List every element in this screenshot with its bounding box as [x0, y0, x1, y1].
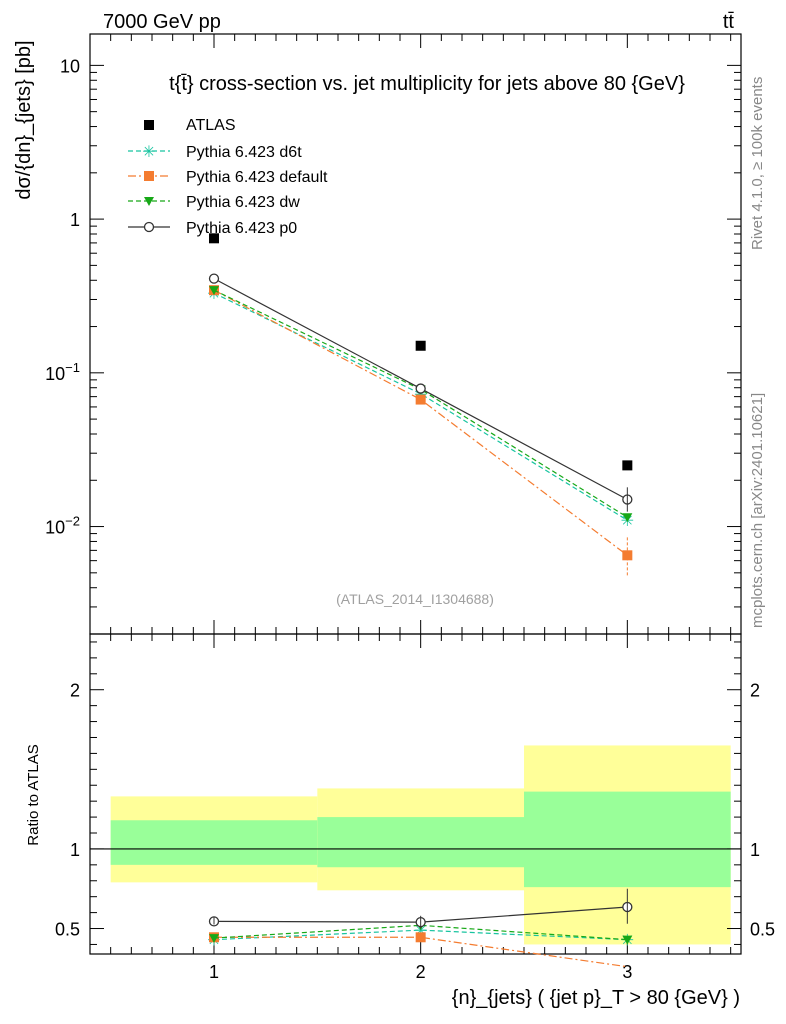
legend-item-atlas: ATLAS — [144, 117, 236, 134]
band-inner-0 — [110, 820, 318, 865]
legend: ATLAS ✳ Pythia 6.423 d6t Pythia 6.423 de… — [128, 117, 328, 237]
point-p0-1 — [208, 273, 220, 284]
ratio-series: ✳✳✳ — [207, 888, 634, 968]
ratio-point-dw-1 — [209, 934, 219, 944]
mcplots-label: mcplots.cern.ch [arXiv:2401.10621] — [749, 393, 766, 628]
legend-marker-dw — [144, 197, 154, 206]
main-ylabel: dσ/{dn}_{jets} [pb] — [13, 40, 35, 199]
legend-label-default: Pythia 6.423 default — [186, 169, 328, 186]
ratio-bands — [90, 745, 741, 945]
legend-item-dw: Pythia 6.423 dw — [128, 194, 300, 211]
ratio-ylabel: Ratio to ATLAS — [25, 744, 42, 845]
legend-label-p0: Pythia 6.423 p0 — [186, 220, 297, 237]
legend-label-dw: Pythia 6.423 dw — [186, 194, 300, 211]
legend-marker-p0 — [143, 221, 155, 233]
ratio-plot-frame — [89, 633, 742, 955]
ratio-line-dw — [213, 924, 628, 941]
chart-title: t{t̄} cross-section vs. jet multiplicity… — [169, 73, 685, 95]
ratio-point-default-2 — [415, 932, 426, 943]
process-label: tt̄ — [723, 11, 735, 33]
ratio-y-tick-label-right: 1 — [750, 840, 760, 860]
legend-label-d6t: Pythia 6.423 d6t — [186, 144, 302, 161]
ratio-y-tick-label: 2 — [70, 681, 80, 701]
legend-item-d6t: ✳ Pythia 6.423 d6t — [128, 142, 302, 161]
y-tick-label: 1 — [70, 210, 80, 230]
ratio-y-tick-label-right: 2 — [750, 681, 760, 701]
series-line-default — [213, 289, 628, 556]
legend-item-default: Pythia 6.423 default — [128, 169, 328, 186]
band-inner-2 — [524, 791, 731, 888]
ratio-point-dw-3 — [622, 935, 633, 945]
series-line-dw — [213, 289, 628, 518]
point-p0-2 — [415, 383, 426, 394]
point-atlas-2 — [415, 340, 426, 351]
legend-marker-d6t: ✳ — [142, 142, 155, 161]
main-series: ✳✳✳ — [207, 233, 634, 577]
ratio-line-default — [214, 936, 628, 968]
legend-marker-atlas — [144, 120, 154, 130]
point-atlas-3 — [622, 460, 633, 471]
ratio-line-d6t — [213, 929, 628, 941]
x-tick-label: 1 — [209, 962, 219, 982]
x-axis-label: {n}_{jets} ( {jet p}_T > 80 {GeV} ) — [452, 987, 740, 1009]
ratio-y-tick-label: 0.5 — [55, 920, 80, 940]
point-dw-3 — [622, 513, 633, 523]
ratio-y-tick-label-right: 0.5 — [750, 920, 775, 940]
y-tick-label: 10−2 — [45, 514, 80, 538]
point-atlas-1 — [209, 233, 219, 244]
x-tick-label: 3 — [622, 962, 632, 982]
series-line-d6t — [213, 292, 628, 521]
collision-label: 7000 GeV pp — [103, 11, 221, 33]
analysis-watermark: (ATLAS_2014_I1304688) — [336, 591, 494, 607]
y-tick-label: 10−1 — [45, 360, 80, 384]
axis-ticks: 1 2 3 10 1 10−1 10−2 0.5 0.5 1 1 2 2 — [45, 34, 775, 982]
x-tick-label: 2 — [416, 962, 426, 982]
rivet-label: Rivet 4.1.0, ≥ 100k events — [749, 77, 766, 250]
legend-label-atlas: ATLAS — [186, 117, 236, 134]
y-tick-label: 10 — [60, 56, 80, 76]
legend-marker-default — [144, 171, 154, 181]
point-default-2 — [415, 394, 426, 405]
point-dw-1 — [209, 286, 219, 296]
ratio-y-tick-label: 1 — [70, 840, 80, 860]
legend-item-p0: Pythia 6.423 p0 — [128, 220, 297, 237]
band-inner-1 — [317, 817, 524, 868]
